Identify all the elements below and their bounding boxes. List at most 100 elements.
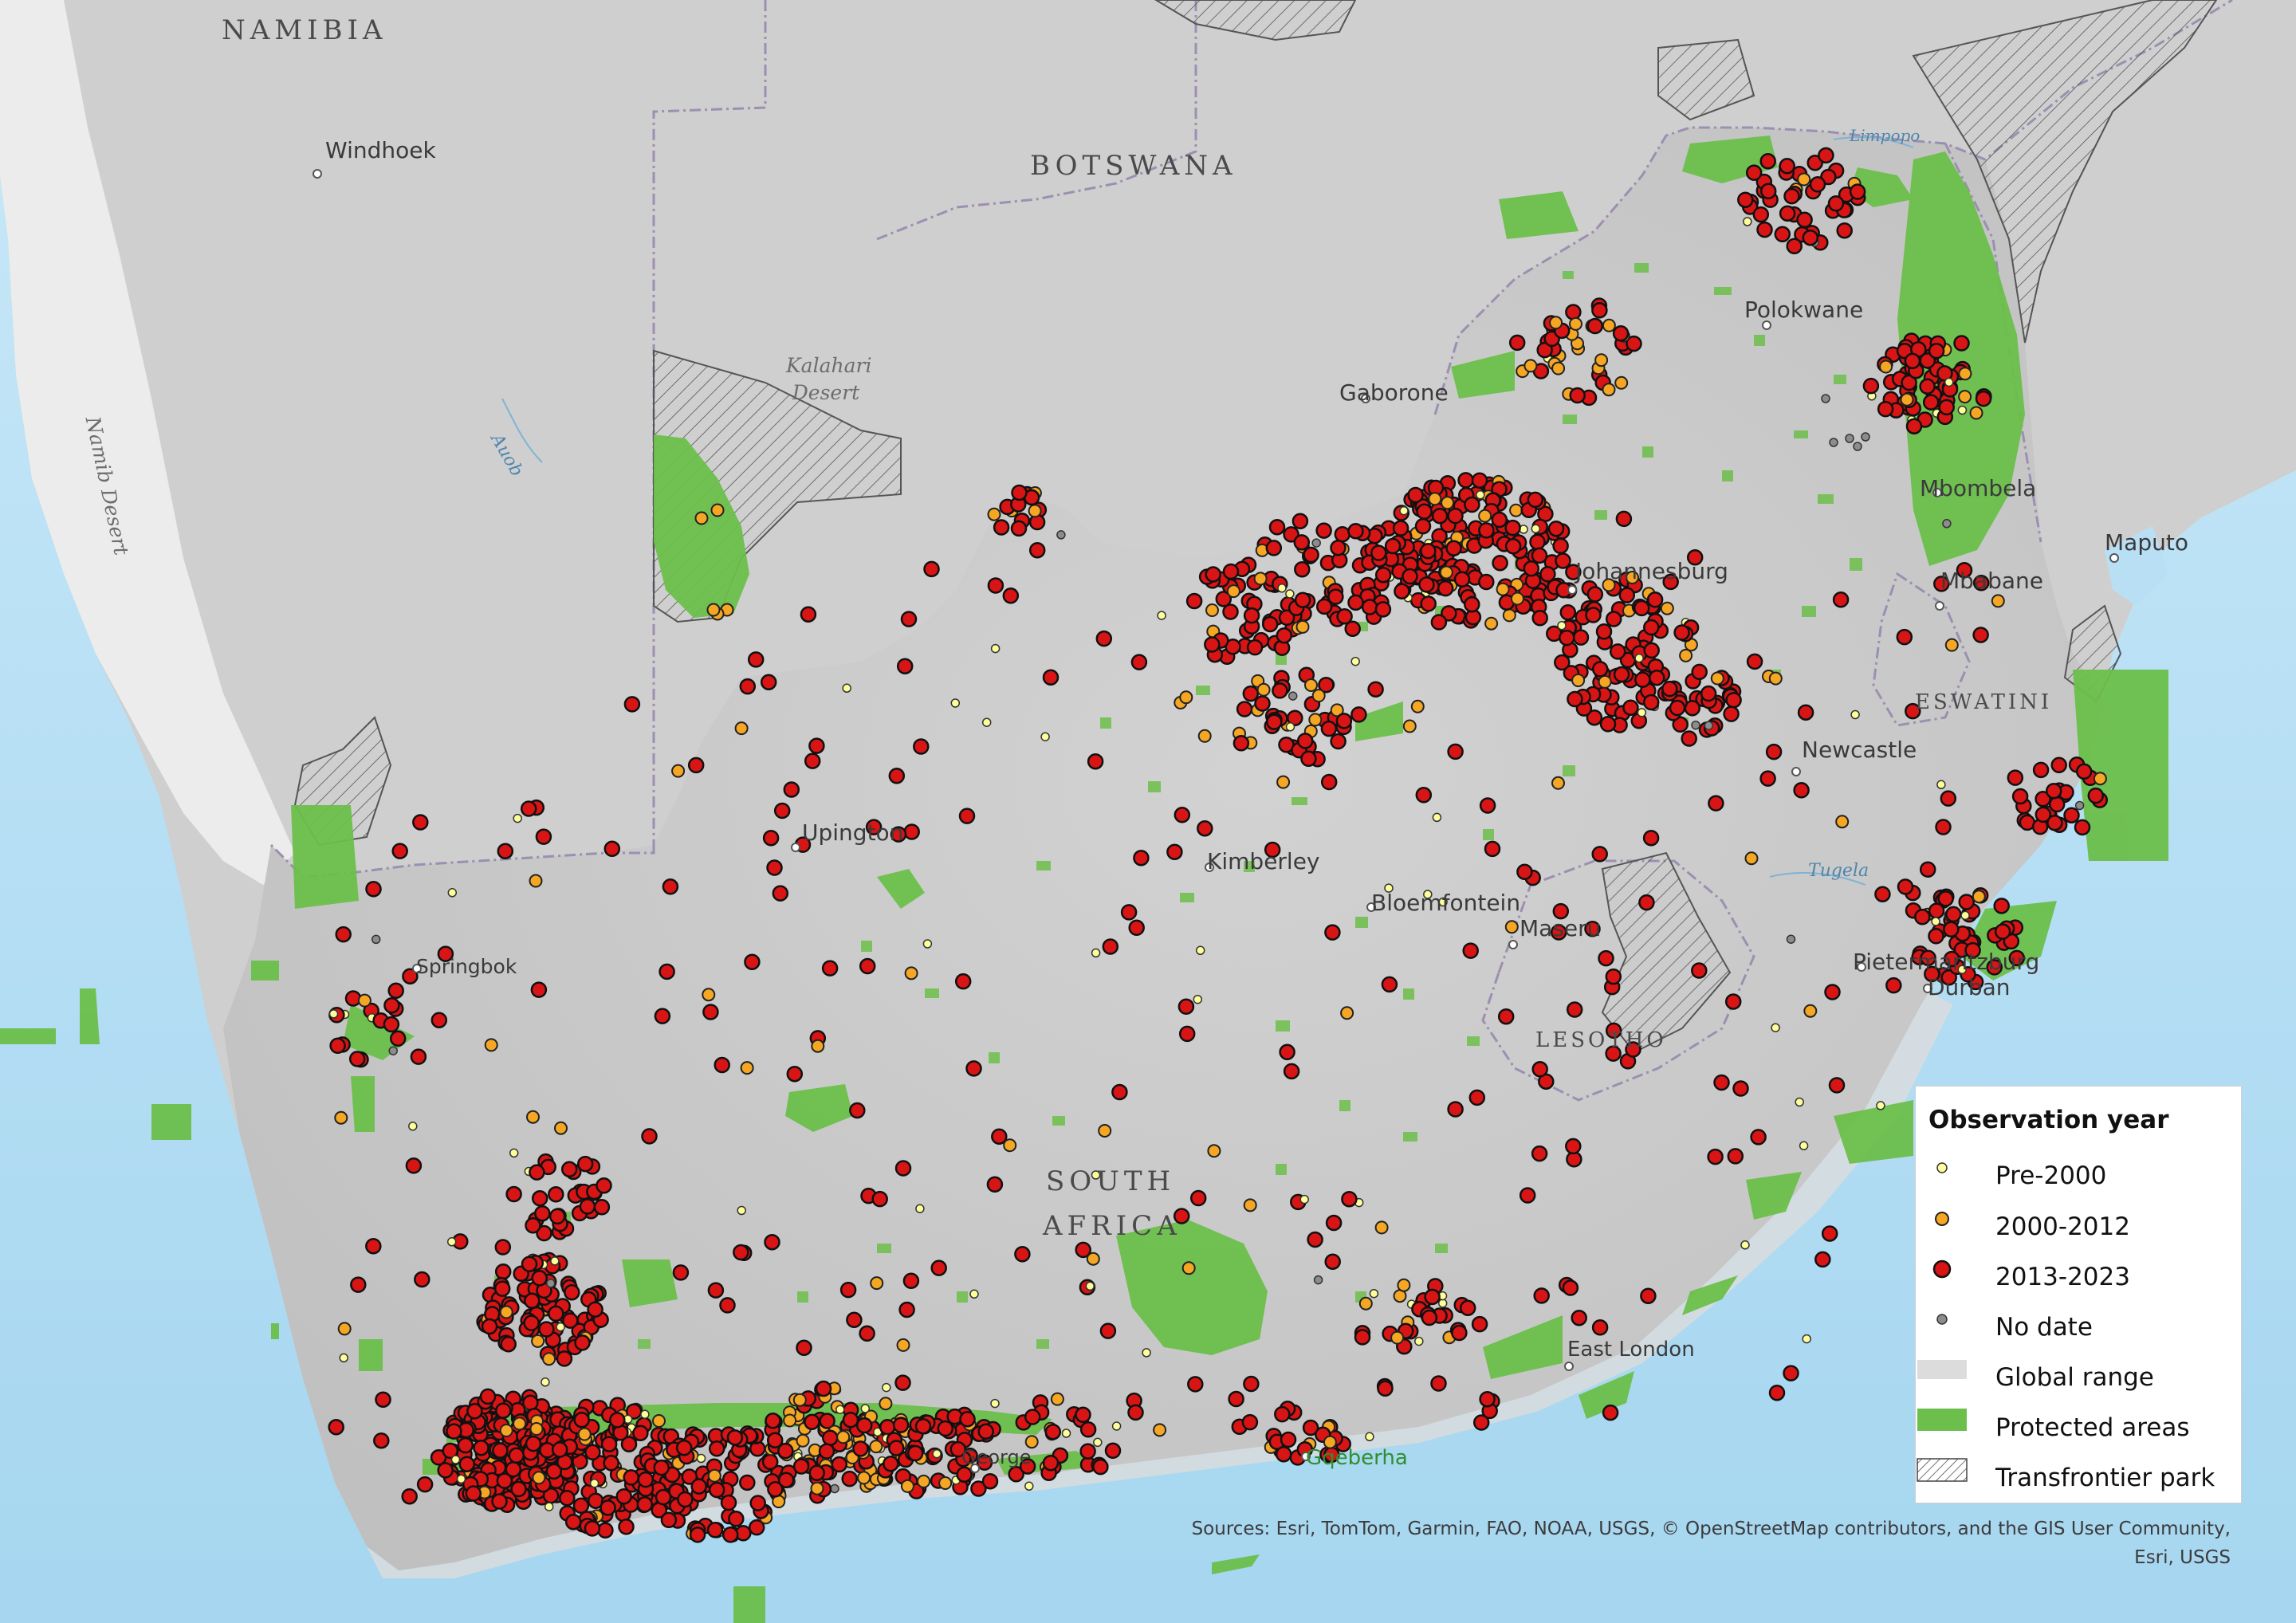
observation-point: [1565, 304, 1582, 320]
observation-point: [383, 1016, 400, 1033]
observation-point: [545, 1463, 563, 1480]
observation-point: [1294, 591, 1311, 608]
observation-point: [1334, 526, 1351, 543]
observation-point: [1768, 671, 1783, 686]
observation-point: [1896, 628, 1913, 646]
observation-point: [654, 1008, 671, 1024]
observation-point: [1402, 719, 1417, 733]
observation-point: [1605, 1045, 1622, 1062]
observation-point: [1420, 595, 1437, 612]
observation-point: [1924, 965, 1940, 983]
observation-point: [672, 1264, 690, 1281]
observation-point: [531, 1334, 545, 1348]
observation-point: [1075, 1241, 1091, 1259]
observation-point: [1484, 840, 1501, 858]
observation-point: [1986, 959, 2003, 976]
observation-point: [2035, 806, 2052, 823]
observation-point: [1797, 704, 1814, 721]
observation-point: [959, 1411, 976, 1428]
observation-point: [749, 1495, 766, 1511]
observation-point: [1394, 583, 1410, 599]
observation-point: [497, 843, 514, 859]
observation-point: [328, 1419, 344, 1436]
observation-point: [375, 1391, 391, 1408]
observation-point: [1228, 1390, 1244, 1408]
observation-point: [659, 963, 675, 980]
observation-point: [1177, 998, 1195, 1015]
observation-point: [1994, 923, 2011, 940]
observation-point: [1637, 708, 1647, 717]
observation-point: [1936, 780, 1946, 790]
observation-point: [990, 643, 1001, 654]
observation-point: [1876, 1101, 1885, 1110]
observation-point: [1420, 543, 1437, 560]
observation-point: [1093, 1437, 1103, 1448]
observation-point: [1370, 544, 1387, 561]
observation-point: [1153, 1423, 1167, 1437]
observation-point: [1633, 599, 1650, 617]
observation-point: [1157, 611, 1166, 620]
observation-point: [987, 507, 1001, 521]
observation-point: [1672, 716, 1689, 733]
observation-point: [584, 1520, 601, 1537]
observation-point: [1552, 537, 1569, 555]
observation-point: [544, 1502, 554, 1511]
observation-point: [1853, 442, 1862, 451]
observation-point: [1056, 530, 1066, 540]
observation-point: [2093, 772, 2107, 786]
city-label: Polokwane: [1744, 297, 1864, 323]
observation-point: [950, 698, 961, 708]
observation-point: [479, 1388, 497, 1405]
map-sources-credit: Sources: Esri, TomTom, Garmin, FAO, NOAA…: [1191, 1519, 2231, 1568]
observation-point: [329, 1037, 346, 1055]
observation-point: [1447, 1101, 1464, 1118]
observation-point: [373, 1432, 390, 1449]
observation-point: [1586, 317, 1604, 335]
observation-point: [1920, 949, 1936, 967]
observation-point: [766, 1432, 784, 1448]
observation-point: [1024, 1481, 1034, 1491]
observation-point: [708, 1481, 725, 1499]
observation-point: [811, 1039, 825, 1053]
observation-point: [702, 1004, 719, 1020]
observation-point: [1092, 1458, 1109, 1476]
observation-point: [871, 1190, 888, 1208]
observation-point: [1829, 438, 1838, 447]
observation-point: [1222, 563, 1240, 580]
observation-point: [1602, 578, 1616, 592]
observation-point: [783, 781, 800, 798]
observation-point: [1438, 897, 1448, 907]
observation-point: [796, 1339, 812, 1356]
observation-point: [600, 1499, 616, 1516]
observation-point: [437, 945, 454, 962]
observation-point: [1945, 906, 1962, 923]
observation-point: [1459, 1299, 1476, 1317]
observation-point: [1746, 653, 1763, 670]
observation-point: [1130, 654, 1148, 670]
observation-point: [1549, 316, 1563, 330]
observation-point: [1384, 537, 1402, 555]
observation-point: [981, 1472, 999, 1490]
observation-point: [1441, 496, 1455, 510]
observation-point: [446, 1237, 457, 1247]
observation-point: [584, 1444, 601, 1461]
observation-point: [1478, 522, 1495, 539]
observation-point: [1320, 773, 1338, 791]
observation-point: [1972, 627, 1989, 643]
observation-point: [1552, 902, 1570, 920]
observation-point: [1531, 1145, 1548, 1162]
observation-point: [1407, 486, 1424, 504]
observation-point: [1504, 920, 1519, 934]
observation-point: [737, 1205, 746, 1216]
observation-point: [1179, 690, 1193, 705]
observation-point: [830, 1483, 839, 1494]
observation-point: [1821, 394, 1830, 403]
observation-point: [609, 1412, 626, 1428]
observation-point: [1928, 342, 1945, 360]
observation-point: [720, 1494, 737, 1511]
observation-point: [1256, 682, 1271, 697]
observation-point: [1759, 183, 1777, 200]
observation-point: [1279, 1043, 1295, 1061]
observation-point: [1365, 1432, 1374, 1442]
